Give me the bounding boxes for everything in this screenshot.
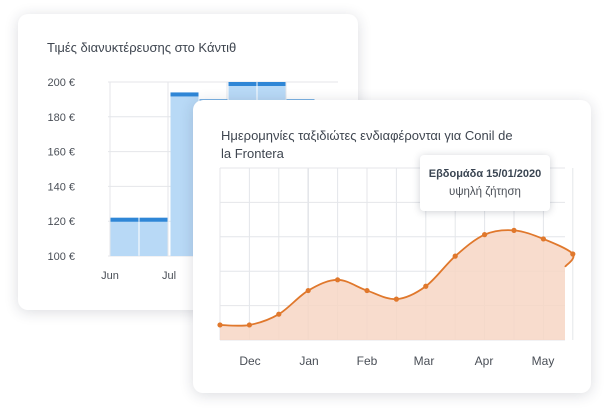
trend-point — [511, 227, 517, 233]
price-bar-top — [257, 82, 286, 86]
trend-area — [220, 230, 574, 340]
price-bar-top — [139, 217, 168, 222]
trend-x-tick-label: Apr — [475, 354, 494, 368]
trend-x-tick-label: Mar — [414, 354, 435, 368]
price-bar — [139, 217, 168, 256]
trend-point — [423, 283, 429, 289]
trend-point — [276, 311, 282, 317]
trend-point — [305, 287, 311, 294]
trend-point — [364, 287, 370, 294]
price-y-tick-label: 140 € — [47, 181, 75, 193]
trend-x-tick-label: Dec — [239, 354, 260, 368]
week-tooltip: Εβδομάδα 15/01/2020 υψηλή ζήτηση — [420, 155, 550, 211]
trend-point — [246, 322, 252, 328]
trend-point — [482, 232, 488, 238]
price-y-tick-label: 100 € — [47, 251, 75, 263]
price-y-tick-label: 160 € — [47, 147, 75, 159]
tooltip-demand-label: υψηλή ζήτηση — [449, 186, 521, 198]
price-bar-top — [110, 217, 139, 222]
tooltip-week-label: Εβδομάδα 15/01/2020 — [428, 168, 542, 180]
price-bar — [110, 217, 139, 256]
price-y-tick-label: 200 € — [47, 77, 75, 89]
price-y-tick-label: 180 € — [47, 112, 75, 124]
price-x-tick-label: Jul — [162, 270, 176, 282]
trend-point — [452, 253, 458, 259]
price-bar-top — [228, 82, 257, 86]
trend-point — [217, 322, 223, 328]
interest-area-chart: Dec Jan Feb Mar Apr May — [217, 167, 576, 368]
price-y-tick-label: 120 € — [47, 216, 75, 228]
trend-point — [570, 251, 576, 257]
trend-x-tick-label: May — [532, 354, 555, 368]
trend-card-title: Ημερομηνίες ταξιδιώτες ενδιαφέρονται για… — [221, 128, 513, 161]
trend-x-tick-label: Feb — [357, 354, 378, 368]
price-card-title: Τιμές διανυκτέρευσης στο Κάντιθ — [47, 40, 237, 55]
price-x-tick-label: Jun — [101, 270, 119, 282]
trend-point — [393, 296, 399, 302]
price-bar-top — [170, 92, 199, 97]
trend-line — [219, 229, 575, 327]
trend-point — [335, 277, 341, 283]
trend-point — [540, 236, 546, 242]
trend-x-tick-label: Jan — [299, 354, 318, 368]
travel-dates-card: Ημερομηνίες ταξιδιώτες ενδιαφέρονται για… — [193, 100, 591, 393]
